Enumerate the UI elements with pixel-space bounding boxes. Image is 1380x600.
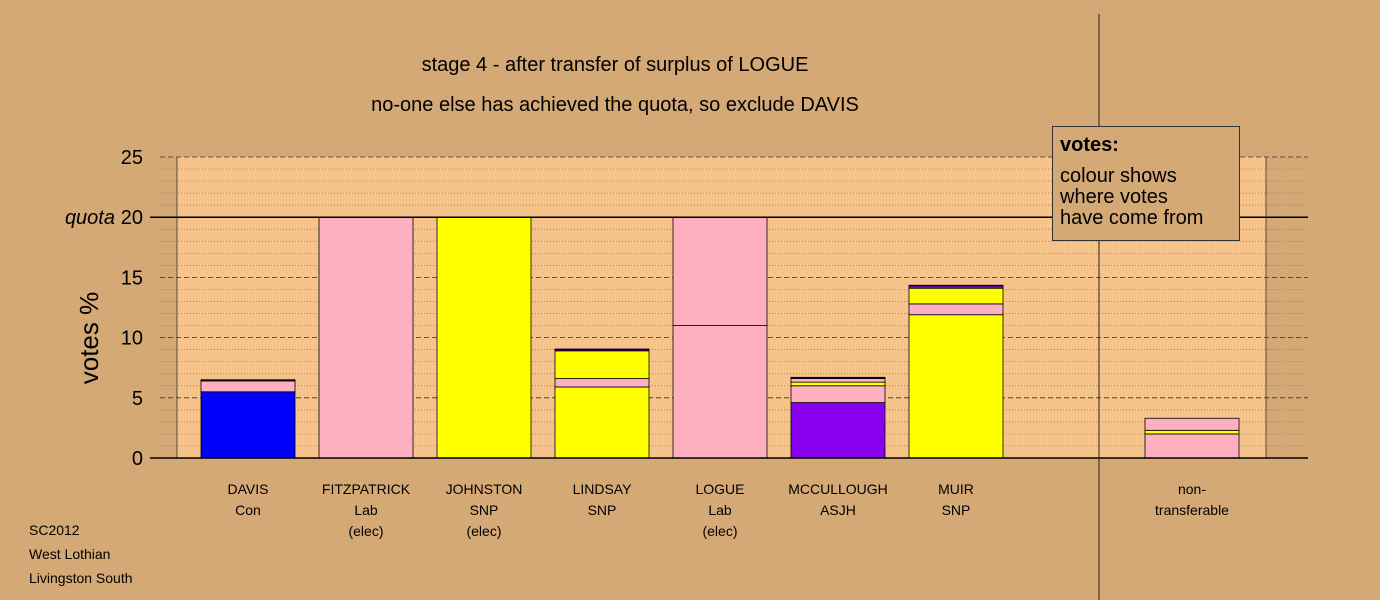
chart-title: stage 4 - after transfer of surplus of L… — [421, 54, 809, 76]
bar-segment — [200, 391, 296, 459]
x-tick-label: MCCULLOUGH — [788, 481, 888, 497]
bar-segment — [672, 325, 768, 459]
bar-segment — [436, 216, 532, 459]
quota-label: quota — [65, 207, 115, 229]
bar-segment — [1144, 429, 1240, 435]
x-tick-label: Lab — [354, 502, 378, 518]
y-tick-labels: 0 5 10 15 20 25 quota — [65, 147, 143, 470]
bar-segment — [1144, 417, 1240, 431]
x-tick-labels: DAVIS Con FITZPATRICK Lab (elec) JOHNSTON SNP (… — [228, 481, 1230, 539]
footer-election: SC2012 — [29, 522, 80, 538]
bar-segment — [200, 380, 296, 393]
x-tick-label: FITZPATRICK — [322, 481, 411, 497]
y-tick-label: 5 — [132, 388, 143, 410]
x-tick-label: Lab — [708, 502, 732, 518]
bars — [200, 216, 1240, 459]
chart-subtitle: no-one else has achieved the quota, so e… — [371, 94, 859, 116]
y-axis-label: votes % — [74, 292, 104, 385]
bar-segment — [554, 378, 650, 388]
y-tick-label: 20 — [121, 207, 143, 229]
bar-segment — [790, 376, 886, 379]
legend-line: where votes — [1060, 186, 1168, 208]
x-tick-label: (elec) — [702, 523, 737, 539]
bar-segment — [908, 314, 1004, 459]
y-tick-label: 25 — [121, 147, 143, 169]
bar-segment — [790, 381, 886, 387]
legend-line: colour shows — [1060, 165, 1177, 187]
x-tick-label: ASJH — [820, 502, 856, 518]
bar-segment — [908, 303, 1004, 316]
legend-line: have come from — [1060, 207, 1204, 229]
x-tick-label: MUIR — [938, 481, 974, 497]
bar-segment — [554, 348, 650, 351]
bar-segment — [790, 402, 886, 459]
bar-segment — [318, 216, 414, 459]
footer-council: West Lothian — [29, 546, 111, 562]
bar-segment — [790, 378, 886, 383]
x-tick-label: SNP — [942, 502, 971, 518]
x-tick-label: SNP — [470, 502, 499, 518]
legend-title: votes: — [1060, 134, 1119, 156]
y-tick-label: 10 — [121, 328, 143, 350]
bar-segment — [554, 386, 650, 459]
x-tick-label: (elec) — [466, 523, 501, 539]
x-tick-label: (elec) — [348, 523, 383, 539]
x-tick-label: SNP — [588, 502, 617, 518]
bar-segment — [200, 379, 296, 381]
bar-segment — [908, 284, 1004, 287]
x-tick-label: transferable — [1155, 502, 1229, 518]
bar-segment — [1144, 433, 1240, 459]
x-tick-label: JOHNSTON — [446, 481, 523, 497]
bar-segment — [790, 385, 886, 404]
x-tick-label: LINDSAY — [573, 481, 633, 497]
y-tick-label: 0 — [132, 448, 143, 470]
footer-ward: Livingston South — [29, 570, 133, 586]
bar-segment — [672, 216, 768, 326]
x-tick-label: non- — [1178, 481, 1206, 497]
x-tick-label: LOGUE — [695, 481, 744, 497]
bar-segment — [908, 287, 1004, 305]
x-tick-label: DAVIS — [228, 481, 269, 497]
bar-segment — [554, 350, 650, 379]
legend: votes: colour shows where votes have com… — [1052, 126, 1240, 241]
y-tick-label: 15 — [121, 267, 143, 289]
x-tick-label: Con — [235, 502, 261, 518]
